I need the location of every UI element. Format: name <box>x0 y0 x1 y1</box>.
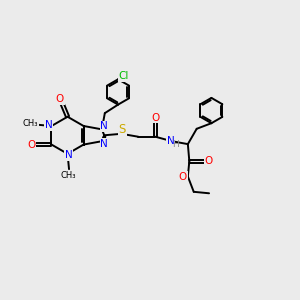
Text: O: O <box>204 156 213 166</box>
Text: O: O <box>178 172 187 182</box>
Text: O: O <box>151 112 160 123</box>
Text: H: H <box>172 140 178 149</box>
Text: N: N <box>100 139 108 149</box>
Text: CH₃: CH₃ <box>61 170 76 179</box>
Text: N: N <box>100 122 108 131</box>
Text: N: N <box>167 136 175 146</box>
Text: S: S <box>118 123 126 136</box>
Text: N: N <box>65 150 73 160</box>
Text: CH₃: CH₃ <box>23 119 38 128</box>
Text: O: O <box>56 94 64 104</box>
Text: O: O <box>27 140 36 150</box>
Text: Cl: Cl <box>119 71 129 81</box>
Text: N: N <box>45 120 52 130</box>
